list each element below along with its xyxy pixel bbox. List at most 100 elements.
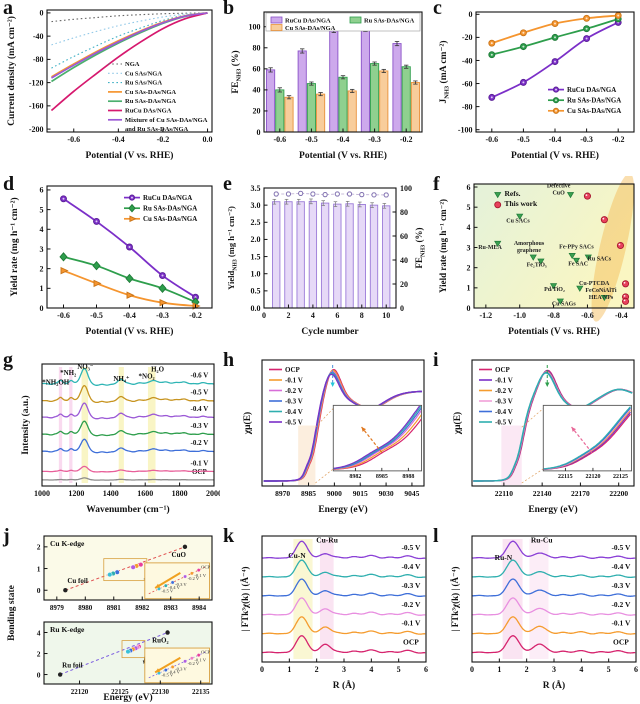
svg-text:-0.2 V: -0.2 V [495,387,513,395]
svg-text:-100: -100 [458,125,473,134]
svg-text:Cu SAs-DAs/NGA: Cu SAs-DAs/NGA [143,216,197,223]
svg-text:This work: This work [504,199,538,208]
svg-text:22140: 22140 [533,489,552,498]
svg-text:Bonding state: Bonding state [7,585,17,641]
svg-text:-20: -20 [462,33,473,42]
svg-text:Cu-Ru: Cu-Ru [316,535,338,544]
svg-text:-0.1 V: -0.1 V [190,459,208,467]
svg-text:3: 3 [40,245,44,254]
svg-text:1: 1 [497,665,501,674]
svg-text:-1.2: -1.2 [480,311,493,320]
svg-text:2: 2 [40,264,44,273]
panel-h-chart: 8982 8985 8988 8970 8985 9000 9015 9030 9045 Ener… [242,359,425,515]
svg-text:graphene: graphene [517,248,541,254]
svg-text:NH₄⁺: NH₄⁺ [113,375,130,383]
svg-text:-0.1 V: -0.1 V [611,619,631,628]
svg-text:8981: 8981 [107,604,122,612]
svg-text:1.0: 1.0 [251,270,261,279]
svg-text:-0.2: -0.2 [189,311,202,320]
svg-text:-0.2: -0.2 [612,135,625,144]
svg-text:Ru K-edge: Ru K-edge [50,625,85,634]
svg-text:and Ru SAs-DAs/NGA: and Ru SAs-DAs/NGA [125,126,189,133]
svg-text:Potential (V vs. RHE): Potential (V vs. RHE) [86,326,174,337]
svg-text:8988: 8988 [402,474,414,480]
svg-text:RuCu DAs/NGA: RuCu DAs/NGA [125,108,172,115]
svg-text:-0.1 V: -0.1 V [495,377,513,385]
svg-text:Cu-N: Cu-N [288,551,306,560]
svg-text:2: 2 [286,311,290,320]
svg-text:-0.2 V: -0.2 V [190,439,208,447]
svg-text:-0.4 V: -0.4 V [168,585,180,590]
svg-text:0: 0 [469,10,473,19]
svg-text:-0.3 V: -0.3 V [401,581,421,590]
svg-text:JNH3​ (mA cm⁻²): JNH3​ (mA cm⁻²) [438,41,451,104]
panel-f: f Ru-MEA Cu SACs Amorphous graphene Fe₂TiO₅ F… [430,173,640,352]
svg-text:-0.2 V: -0.2 V [188,661,200,666]
svg-text:OCP: OCP [613,638,629,647]
svg-text:CuO: CuO [172,551,187,559]
svg-text:-120: -120 [29,78,44,87]
svg-text:1600: 1600 [137,489,153,498]
svg-text:-0.4: -0.4 [112,135,125,144]
svg-text:Fe₂TiO₅: Fe₂TiO₅ [527,263,547,269]
svg-text:χμ(E): χμ(E) [242,412,253,435]
panel-c-chart: -0.6 -0.5 -0.4 -0.3 -0.2 0 -20 -40 -60 -80 -100 Pot… [438,10,635,161]
svg-text:Cu K-edge: Cu K-edge [50,539,85,548]
svg-text:Energy (eV): Energy (eV) [528,504,577,515]
svg-text:-0.4 V: -0.4 V [401,562,421,571]
svg-text:-40: -40 [462,56,473,65]
svg-text:-0.4: -0.4 [123,311,136,320]
svg-text:Cu SAs-DAs/NGA: Cu SAs-DAs/NGA [285,25,336,32]
svg-text:Mixture of Cu SAs-DAs/NGA: Mixture of Cu SAs-DAs/NGA [125,117,208,124]
svg-text:R (Å): R (Å) [333,679,355,691]
svg-text:0.0: 0.0 [203,135,213,144]
svg-text:| FTk³χ(k) | (Å⁻⁴): | FTk³χ(k) | (Å⁻⁴) [240,566,250,631]
svg-text:-0.1 V: -0.1 V [401,619,421,628]
panel-g: g OCP -0.1 V -0.2 V -0.3 V -0.4 V -0.5 V -0.6 … [0,349,220,528]
svg-text:100: 100 [249,23,261,32]
svg-text:OCP: OCP [285,366,301,374]
svg-text:-200: -200 [29,125,44,134]
svg-text:0.0: 0.0 [251,304,261,313]
svg-text:22125: 22125 [111,688,129,696]
svg-text:-0.5: -0.5 [90,311,103,320]
panel-k-label: k [223,525,235,547]
svg-text:Current density (mA cm⁻²): Current density (mA cm⁻²) [6,16,17,126]
svg-text:-0.2: -0.2 [400,135,413,144]
svg-text:3.5: 3.5 [251,184,261,193]
svg-text:0: 0 [262,311,266,320]
svg-text:R (Å): R (Å) [543,679,565,691]
svg-text:-160: -160 [29,102,44,111]
svg-text:20: 20 [400,280,408,289]
svg-text:4: 4 [40,225,44,234]
svg-text:-0.3 V: -0.3 V [190,422,208,430]
svg-text:20: 20 [253,107,261,116]
panel-h-label: h [223,349,235,371]
svg-text:8982: 8982 [349,474,361,480]
svg-text:-0.4: -0.4 [549,135,562,144]
svg-text:-0.6: -0.6 [273,135,286,144]
panel-i: i 22115 22120 22125 22110 22140 22170 22200 Ene… [430,349,640,528]
panel-l-label: l [433,525,439,547]
svg-text:-40: -40 [33,32,44,41]
panel-g-label: g [3,349,13,371]
svg-text:Energy (eV): Energy (eV) [103,692,152,703]
svg-text:2: 2 [37,543,41,552]
svg-text:Potential (V vs. RHE): Potential (V vs. RHE) [299,150,387,161]
svg-text:80: 80 [253,44,261,53]
panel-k-chart: OCP -0.1 V -0.2 V -0.3 V -0.4 V -0.5 V Cu-N Cu-… [240,535,428,691]
svg-text:6: 6 [335,311,339,320]
svg-text:1.5: 1.5 [251,252,261,261]
panel-a-chart: -0.6 -0.4 -0.2 0.0 0 -40 -80 -120 -160 -200 Potent… [6,9,213,161]
svg-text:Potential (V vs. RHE): Potential (V vs. RHE) [511,150,599,161]
svg-text:-0.6: -0.6 [67,135,80,144]
svg-text:-0.5 V: -0.5 V [611,543,631,552]
svg-text:8: 8 [360,311,364,320]
svg-text:22125: 22125 [613,474,628,480]
svg-text:1: 1 [287,665,291,674]
svg-text:5: 5 [40,205,44,214]
svg-text:Ru SACs: Ru SACs [588,256,612,262]
svg-text:22130: 22130 [152,688,170,696]
